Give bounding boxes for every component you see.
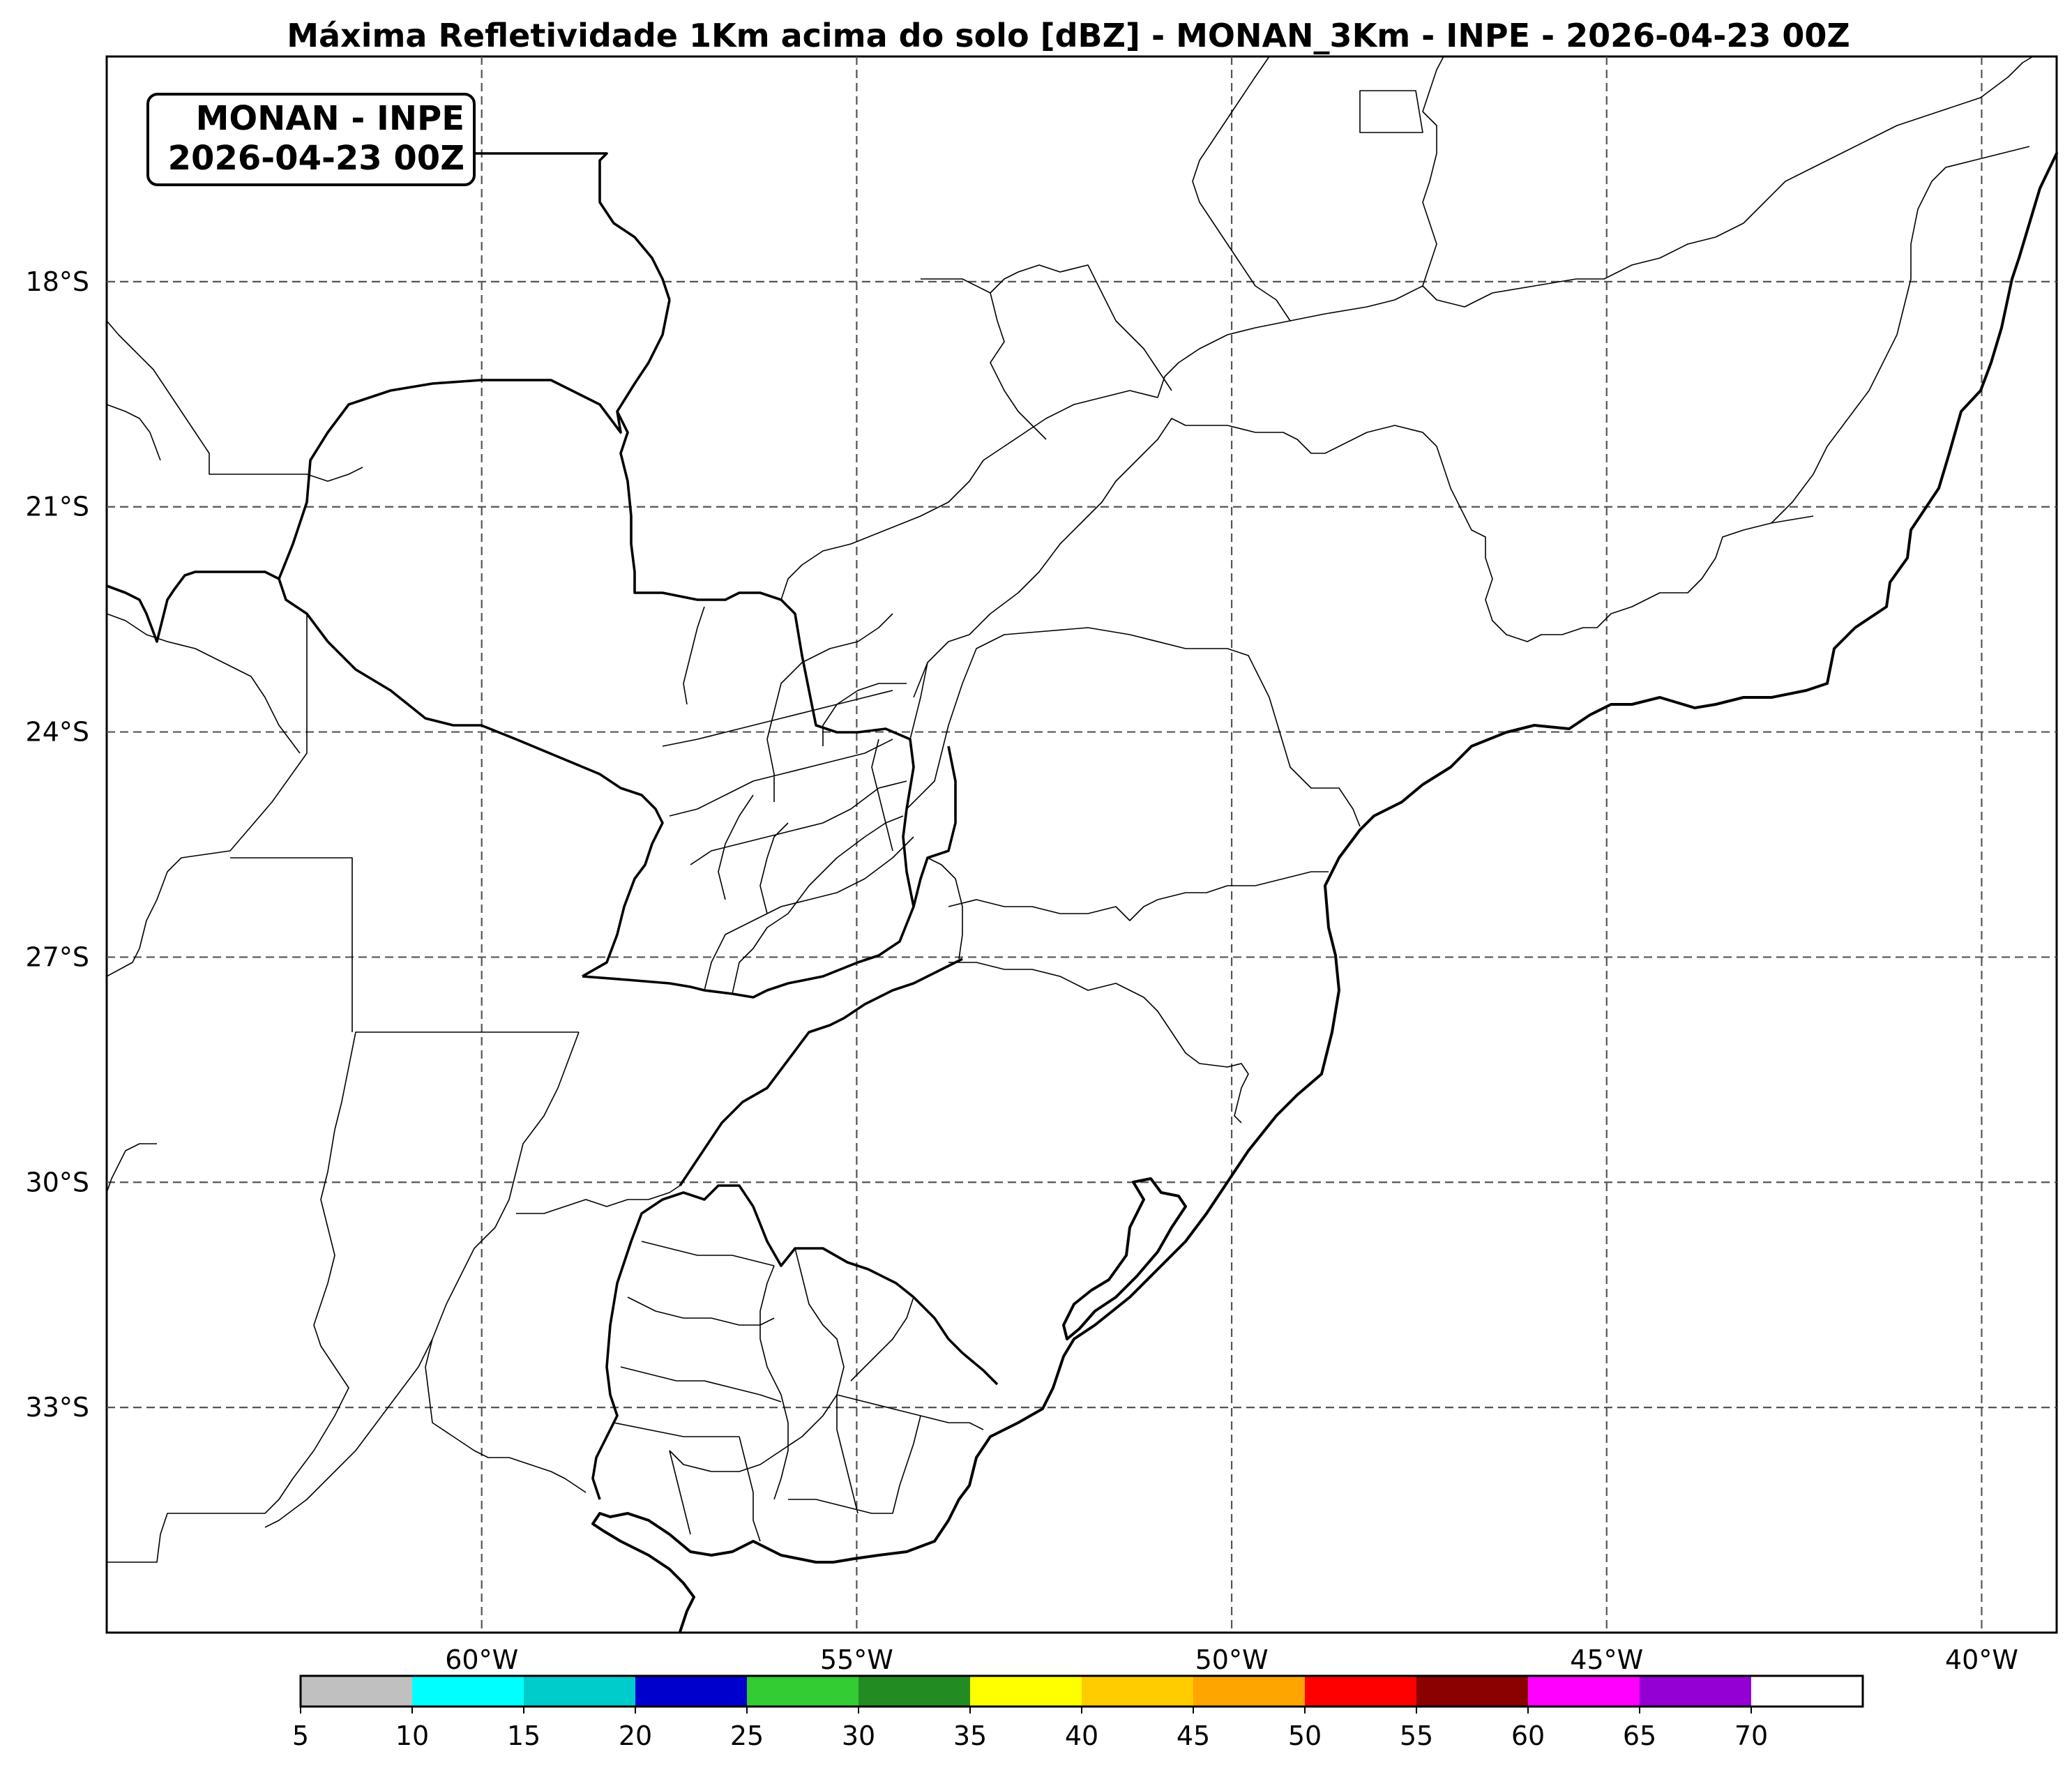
colorbar-tick-label: 35: [953, 1720, 987, 1751]
colorbar: 5 10 15 20 25 30 35 40 45 50 55 60 65 70: [292, 1674, 1864, 1751]
colorbar-tick-label: 70: [1734, 1720, 1768, 1751]
lat-tick-label: 33°S: [26, 1392, 89, 1423]
colorbar-tick-label: 25: [730, 1720, 764, 1751]
coastline: [591, 152, 2058, 1633]
colorbar-bin: [1751, 1676, 1863, 1707]
uruguay-departments: [613, 1241, 984, 1542]
colorbar-bin: [1528, 1676, 1640, 1707]
bolivia-paraguay-border: [278, 379, 622, 580]
badge-line1: MONAN - INPE: [196, 99, 464, 138]
colorbar-tick-label: 40: [1065, 1720, 1098, 1751]
badge-box: [146, 93, 476, 186]
lat-tick-label: 21°S: [26, 492, 89, 522]
lon-tick-label: 45°W: [1570, 1644, 1643, 1675]
colorbar-bin: [1416, 1676, 1528, 1707]
colorbar-tick-label: 30: [842, 1720, 875, 1751]
lon-tick-label: 50°W: [1195, 1644, 1269, 1675]
lat-tick-label: 18°S: [26, 266, 89, 297]
argentina-bolivia-border: [106, 570, 280, 643]
colorbar-bin: [301, 1676, 412, 1707]
colorbar-tick-label: 60: [1511, 1720, 1545, 1751]
rio-uruguai: [679, 958, 963, 1186]
colorbar-bin: [970, 1676, 1082, 1707]
lagoa-dos-patos: [1062, 1177, 1187, 1340]
chart-title: Máxima Refletividade 1Km acima do solo […: [287, 17, 1850, 54]
map-frame: [105, 55, 2058, 1634]
axis-ticks: 18°S 21°S 24°S 27°S 30°S 33°S 60°W 55°W 50°W 45°W…: [26, 266, 2018, 1675]
colorbar-bin: [635, 1676, 747, 1707]
lon-tick-label: 40°W: [1945, 1644, 2018, 1675]
colorbar-tick-label: 15: [507, 1720, 540, 1751]
parana-border: [278, 578, 664, 978]
province-lines: [106, 320, 963, 1563]
lon-tick-label: 55°W: [820, 1644, 893, 1675]
colorbar-bin: [1640, 1676, 1751, 1707]
gridlines: [107, 56, 2057, 1633]
colorbar-tick-label: 65: [1623, 1720, 1656, 1751]
lat-tick-label: 24°S: [26, 717, 89, 748]
colorbar-bin: [1193, 1676, 1305, 1707]
uruguay-border: [591, 1184, 999, 1500]
map-outlines: [106, 56, 2058, 1633]
colorbar-tick-label: 45: [1177, 1720, 1210, 1751]
colorbar-tick-label: 10: [395, 1720, 429, 1751]
lon-tick-label: 60°W: [445, 1644, 518, 1675]
colorbar-tick-label: 55: [1400, 1720, 1433, 1751]
colorbar-bin: [1082, 1676, 1193, 1707]
argentina-paraguay-border: [582, 746, 957, 999]
colorbar-tick-label: 20: [619, 1720, 652, 1751]
colorbar-bin: [412, 1676, 524, 1707]
state-lines: [662, 56, 2034, 1124]
colorbar-bin: [524, 1676, 635, 1707]
colorbar-tick-label: 5: [292, 1720, 309, 1751]
lat-tick-label: 30°S: [26, 1167, 89, 1197]
colorbar-bin: [747, 1676, 859, 1707]
colorbar-bin: [859, 1676, 970, 1707]
badge: MONAN - INPE 2026-04-23 00Z: [146, 93, 476, 186]
lat-tick-label: 27°S: [26, 941, 89, 972]
badge-line2: 2026-04-23 00Z: [168, 139, 464, 178]
colorbar-bin: [1305, 1676, 1416, 1707]
colorbar-tick-label: 50: [1288, 1720, 1322, 1751]
